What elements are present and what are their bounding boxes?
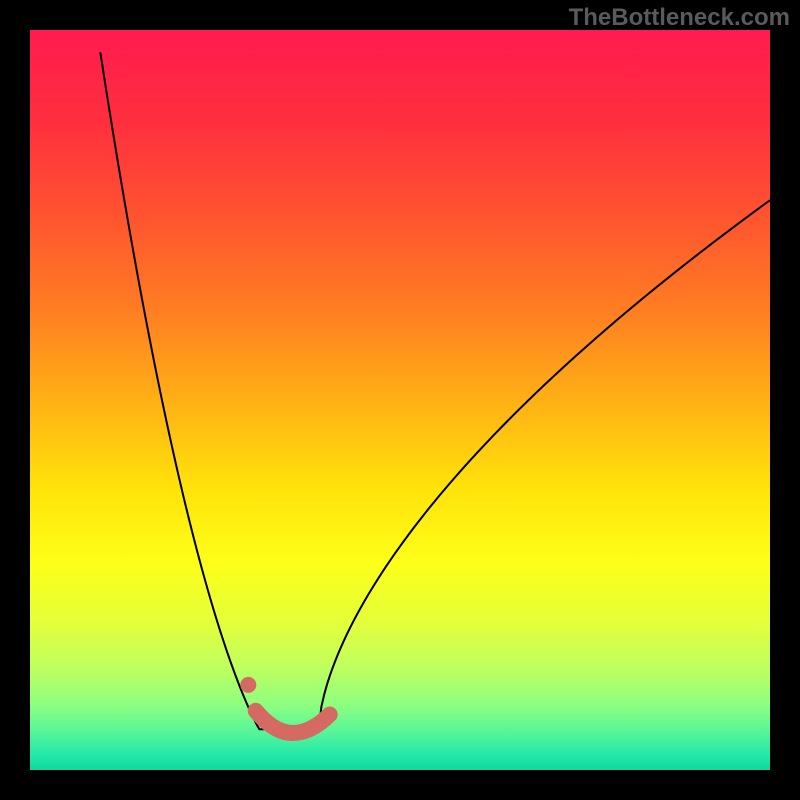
plot-area <box>30 30 770 770</box>
bottleneck-chart: TheBottleneck.com <box>0 0 800 800</box>
marker-dot <box>240 677 256 693</box>
gradient-background <box>30 30 770 770</box>
chart-svg <box>0 0 800 800</box>
